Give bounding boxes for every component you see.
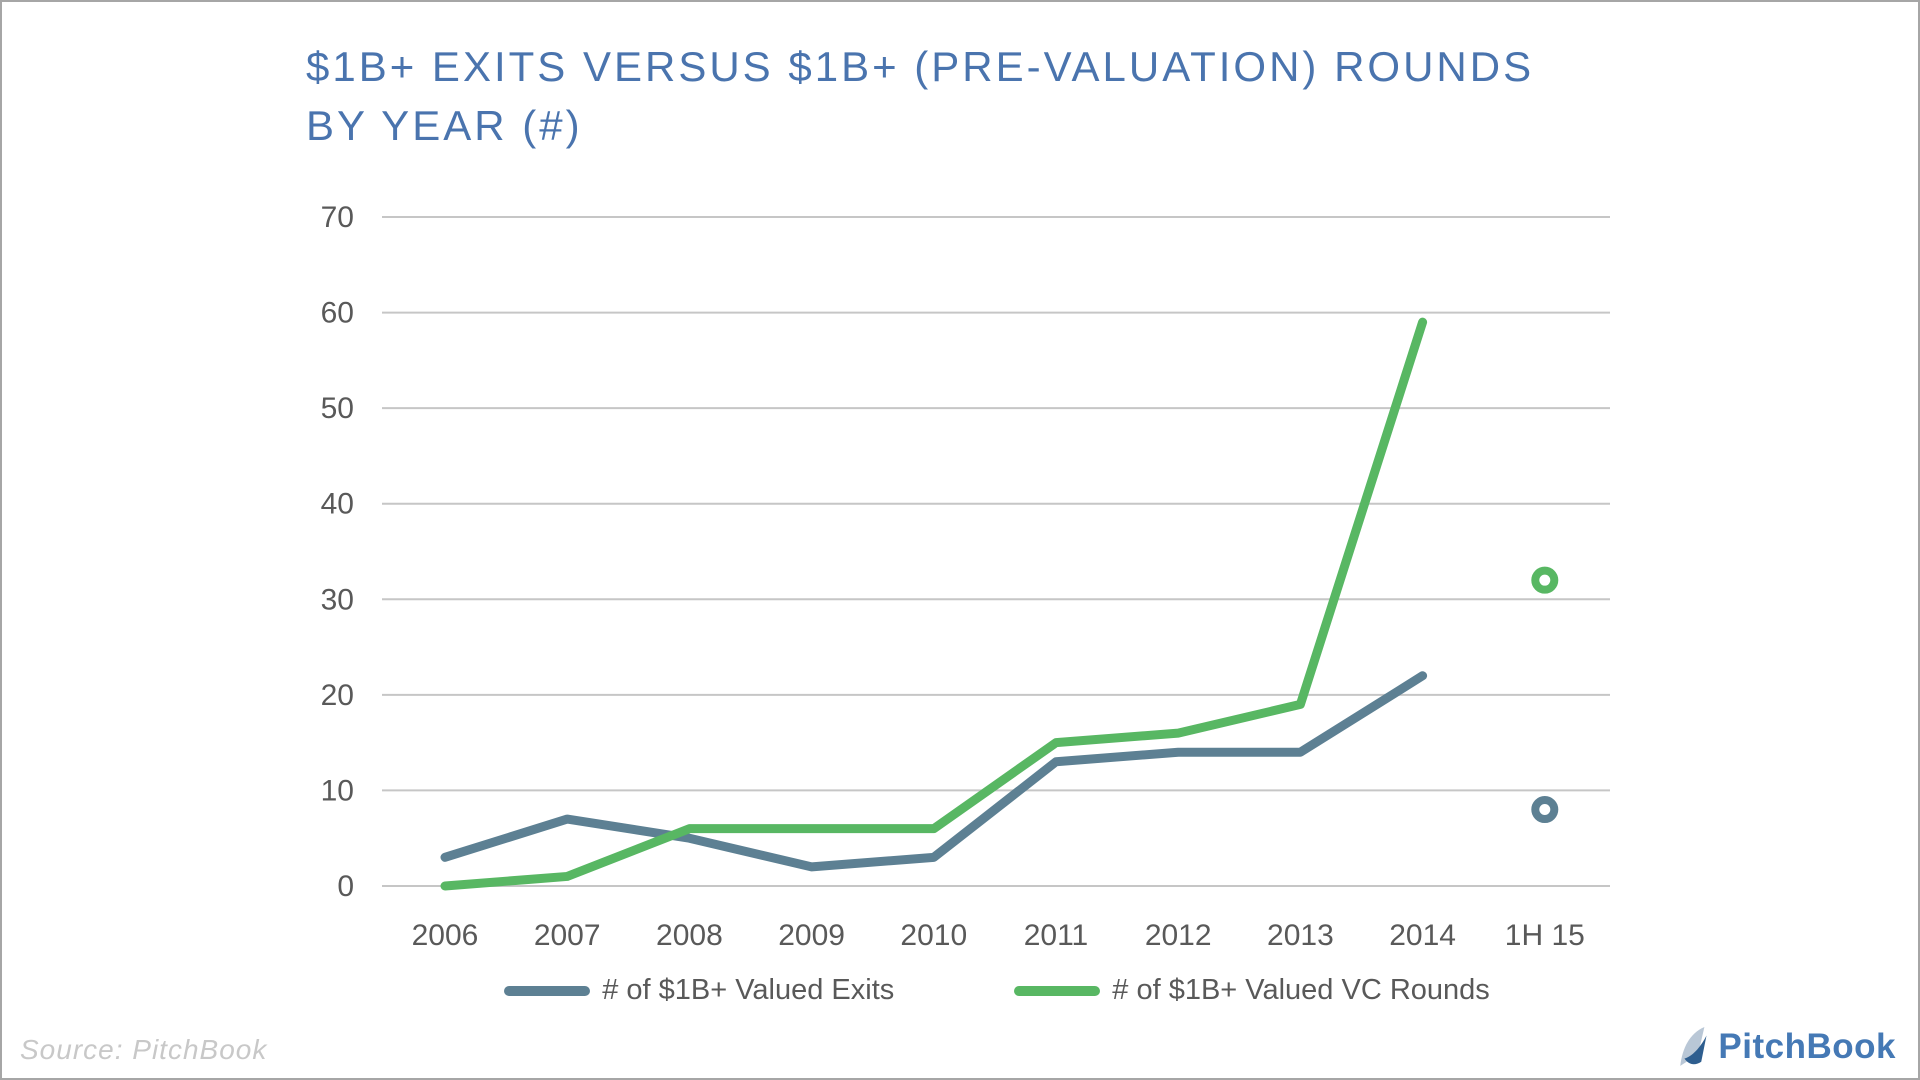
x-tick-label: 2009 <box>778 919 845 952</box>
x-tick-label: 1H 15 <box>1505 919 1585 952</box>
x-tick-label: 2013 <box>1267 919 1334 952</box>
legend-item-vc-rounds: # of $1B+ Valued VC Rounds <box>1014 974 1490 1007</box>
legend-label-exits: # of $1B+ Valued Exits <box>602 974 895 1006</box>
x-tick-label: 2014 <box>1389 919 1456 952</box>
legend-swatch-exits <box>504 985 591 996</box>
y-tick-label: 10 <box>321 774 354 807</box>
legend-item-exits: # of $1B+ Valued Exits <box>504 974 894 1007</box>
isolated-point-marker <box>1531 566 1559 594</box>
x-tick-label: 2012 <box>1145 919 1212 952</box>
y-tick-label: 0 <box>337 870 354 903</box>
chart-title: $1B+ EXITS VERSUS $1B+ (PRE-VALUATION) R… <box>306 43 1535 149</box>
x-tick-label: 2006 <box>412 919 479 952</box>
pitchbook-sail-icon <box>1680 1027 1707 1066</box>
x-tick-label: 2007 <box>534 919 601 952</box>
isolated-point-marker <box>1531 796 1559 824</box>
y-tick-label: 20 <box>321 679 354 712</box>
y-tick-label: 50 <box>321 392 354 425</box>
source-caption: Source: PitchBook <box>20 1034 268 1065</box>
y-tick-label: 60 <box>321 297 354 330</box>
series-line <box>440 317 1428 891</box>
legend-swatch-vc-rounds <box>1014 985 1101 996</box>
x-tick-label: 2008 <box>656 919 723 952</box>
x-tick-label: 2010 <box>900 919 967 952</box>
x-tick-label: 2011 <box>1024 919 1089 952</box>
pitchbook-logo-text: PitchBook <box>1718 1027 1896 1066</box>
y-tick-label: 30 <box>321 583 354 616</box>
pitchbook-logo: PitchBook <box>1678 1026 1896 1068</box>
chart-legend: # of $1B+ Valued Exits # of $1B+ Valued … <box>382 974 1612 1007</box>
legend-label-vc-rounds: # of $1B+ Valued VC Rounds <box>1112 974 1490 1006</box>
y-tick-label: 70 <box>321 201 354 234</box>
y-tick-label: 40 <box>321 488 354 521</box>
series-line <box>440 671 1428 872</box>
